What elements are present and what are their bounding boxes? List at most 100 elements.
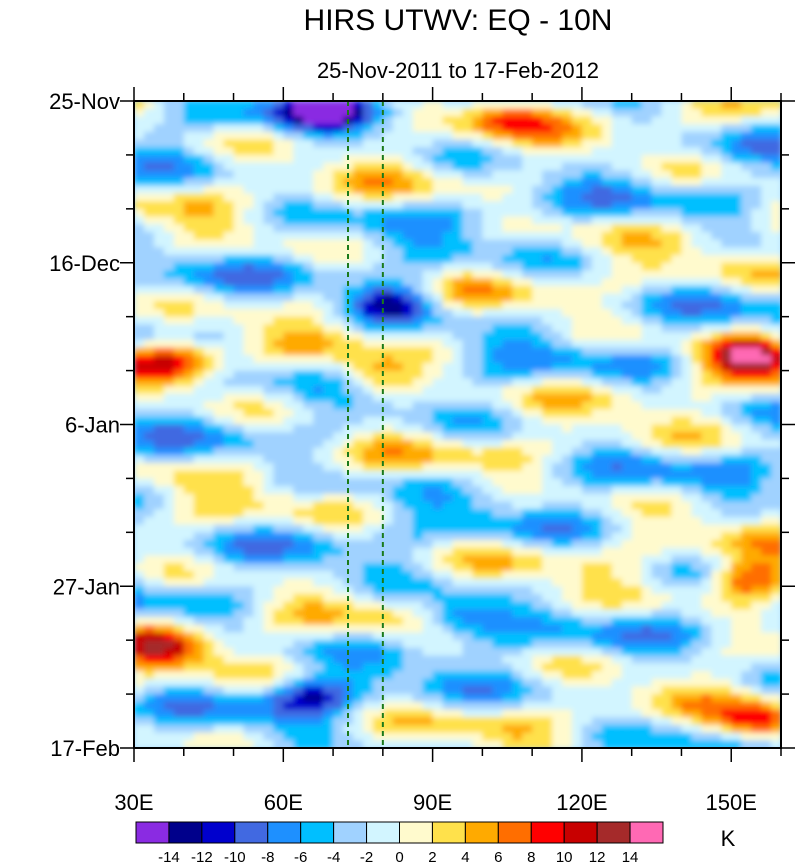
heatmap-cell [283, 108, 294, 118]
heatmap-cell [502, 570, 513, 580]
heatmap-cell [522, 509, 533, 518]
heatmap-cell [502, 347, 513, 356]
heatmap-cell [462, 463, 474, 472]
heatmap-cell [163, 593, 175, 603]
heatmap-cell [183, 578, 195, 587]
heatmap-cell [303, 193, 314, 202]
heatmap-cell [552, 116, 563, 125]
heatmap-cell [452, 601, 464, 610]
heatmap-cell [581, 293, 593, 302]
heatmap-cell [452, 201, 464, 210]
heatmap-cell [422, 347, 434, 356]
heatmap-cell [661, 362, 673, 372]
heatmap-cell [313, 555, 324, 564]
heatmap-cell [771, 324, 781, 333]
heatmap-cell [134, 332, 145, 341]
heatmap-cell [631, 332, 643, 341]
heatmap-cell [313, 208, 324, 218]
heatmap-cell [153, 139, 165, 148]
heatmap-cell [333, 670, 344, 680]
heatmap-cell [163, 432, 175, 441]
heatmap-cell [153, 493, 165, 503]
heatmap-cell [293, 339, 304, 349]
heatmap-cell [233, 493, 245, 503]
heatmap-cell [532, 540, 543, 549]
heatmap-cell [163, 108, 175, 118]
heatmap-cell [601, 385, 613, 395]
heatmap-cell [721, 493, 732, 503]
heatmap-cell [412, 108, 424, 118]
heatmap-cell [621, 632, 633, 641]
heatmap-cell [283, 139, 294, 148]
heatmap-cell [631, 547, 643, 557]
heatmap-cell [711, 216, 722, 225]
heatmap-cell [761, 178, 772, 187]
heatmap-cell [402, 116, 414, 125]
heatmap-cell [711, 632, 722, 641]
heatmap-cell [651, 593, 663, 603]
heatmap-cell [333, 139, 344, 148]
heatmap-cell [641, 270, 653, 279]
heatmap-cell [522, 301, 533, 310]
heatmap-cell [153, 617, 165, 626]
heatmap-cell [671, 524, 683, 533]
heatmap-cell [522, 601, 533, 610]
heatmap-cell [581, 301, 593, 310]
heatmap-cell [751, 439, 762, 449]
heatmap-cell [163, 563, 175, 572]
heatmap-cell [771, 532, 781, 541]
heatmap-cell [134, 308, 145, 318]
heatmap-cell [263, 301, 274, 310]
heatmap-cell [522, 347, 533, 356]
heatmap-cell [721, 640, 732, 649]
heatmap-cell [671, 401, 683, 410]
heatmap-cell [661, 678, 673, 687]
heatmap-cell [333, 563, 344, 572]
heatmap-cell [601, 432, 613, 441]
heatmap-cell [153, 424, 165, 433]
heatmap-cell [213, 601, 225, 610]
heatmap-cell [432, 563, 444, 572]
heatmap-cell [661, 178, 673, 187]
heatmap-cell [512, 185, 523, 195]
heatmap-cell [721, 108, 732, 118]
heatmap-cell [193, 108, 205, 118]
heatmap-cell [721, 131, 732, 141]
heatmap-cell [661, 347, 673, 356]
heatmap-cell [392, 239, 404, 248]
heatmap-cell [631, 447, 643, 456]
heatmap-cell [751, 555, 762, 564]
heatmap-cell [173, 170, 185, 179]
heatmap-cell [442, 516, 454, 526]
heatmap-cell [392, 278, 404, 287]
heatmap-cell [611, 586, 623, 595]
heatmap-cell [203, 255, 215, 264]
heatmap-cell [611, 316, 623, 325]
heatmap-cell [323, 409, 334, 418]
heatmap-cell [631, 347, 643, 356]
heatmap-cell [173, 370, 185, 379]
heatmap-cell [591, 593, 603, 603]
heatmap-cell [203, 216, 215, 225]
heatmap-cell [562, 540, 573, 549]
heatmap-cell [681, 285, 693, 295]
heatmap-cell [253, 255, 264, 264]
heatmap-cell [183, 193, 195, 202]
heatmap-cell [542, 378, 553, 387]
heatmap-cell [701, 216, 712, 225]
heatmap-cell [213, 139, 225, 148]
heatmap-cell [173, 470, 185, 480]
heatmap-cell [462, 447, 474, 456]
heatmap-cell [333, 447, 344, 456]
heatmap-cell [372, 108, 384, 118]
heatmap-cell [362, 493, 374, 503]
heatmap-cell [581, 170, 593, 179]
heatmap-cell [372, 470, 384, 480]
heatmap-cell [283, 532, 294, 541]
heatmap-cell [183, 455, 195, 464]
heatmap-cell [601, 116, 613, 125]
heatmap-cell [542, 293, 553, 302]
heatmap-cell [213, 593, 225, 603]
heatmap-cell [193, 185, 205, 195]
heatmap-cell [442, 563, 454, 572]
